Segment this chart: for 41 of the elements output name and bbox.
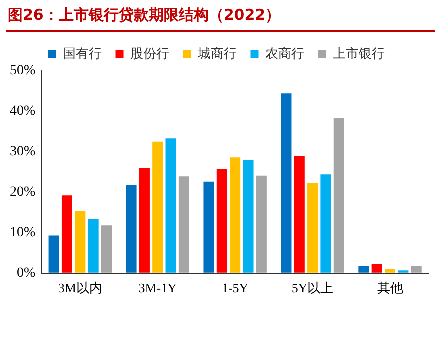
x-tick-label: 3M以内 [58,280,102,296]
bar [294,156,305,273]
bar [243,160,254,273]
chart-title: 图26：上市银行贷款期限结构（2022） [8,6,281,25]
y-tick-label: 10% [10,226,36,241]
bar [204,182,214,273]
x-tick-label: 1-5Y [222,280,250,296]
bar [48,236,60,273]
bar [139,168,150,273]
bar [178,176,190,273]
legend-label: 城商行 [196,46,237,62]
bar [320,174,332,273]
bar [411,266,422,273]
bar [88,219,99,273]
bar [256,176,267,273]
y-tick-label: 50% [10,64,36,79]
bar [152,142,164,273]
bar [62,196,72,273]
legend-label: 国有行 [62,46,102,62]
legend-label: 农商行 [265,46,304,62]
y-tick-label: 30% [10,144,36,160]
bar [126,185,137,273]
bar [75,211,86,273]
bar [166,138,176,273]
y-tick-label: 0% [16,266,36,282]
x-tick-label: 5Y以上 [292,280,334,296]
bar [372,264,382,273]
legend-label: 股份行 [130,46,170,62]
x-tick-label: 其他 [377,280,404,296]
y-tick-label: 40% [10,104,36,120]
bar [101,226,112,273]
bar [334,118,344,273]
bar [358,266,370,273]
bar [385,269,396,273]
y-tick-label: 20% [10,185,36,200]
x-tick-label: 3M-1Y [138,280,178,296]
legend-label: 上市银行 [332,46,385,62]
bar [308,184,318,273]
bar [281,94,292,273]
bar [230,158,241,273]
bar [216,169,228,273]
